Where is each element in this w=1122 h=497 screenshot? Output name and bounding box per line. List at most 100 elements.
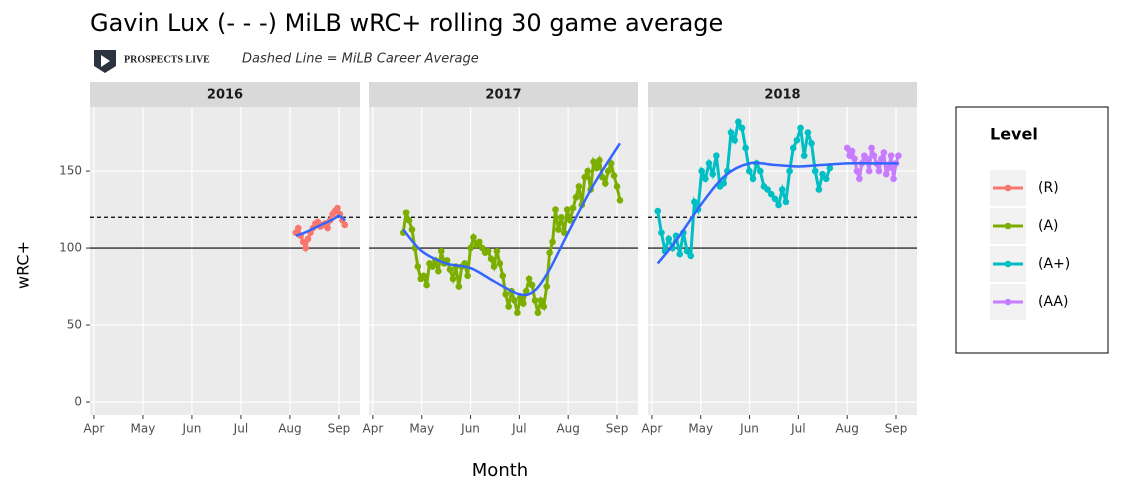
data-point (514, 309, 521, 317)
facet-title: 2017 (485, 88, 521, 103)
data-point (540, 303, 548, 310)
data-point (811, 167, 819, 175)
data-point (705, 160, 713, 167)
data-point (709, 170, 716, 178)
data-point (590, 158, 597, 166)
x-tick-label: Sep (328, 422, 351, 436)
data-point (563, 206, 571, 213)
data-point (658, 229, 665, 236)
data-point (435, 267, 442, 275)
data-point (487, 255, 495, 263)
x-tick-label: Aug (278, 422, 301, 436)
x-tick-label: May (688, 422, 713, 436)
panel-background (90, 107, 360, 415)
data-point (502, 290, 509, 298)
data-point (775, 201, 782, 209)
data-point (613, 183, 621, 190)
data-point (887, 152, 895, 159)
data-point (596, 156, 603, 164)
y-tick-label: 0 (74, 395, 82, 409)
data-point (476, 238, 483, 246)
data-point (408, 226, 416, 233)
data-point (299, 238, 307, 246)
data-point (455, 283, 463, 290)
data-point (584, 167, 592, 175)
data-point (429, 263, 436, 270)
x-tick-label: May (409, 422, 434, 436)
data-point (767, 190, 775, 198)
data-point (683, 247, 691, 255)
data-point (771, 195, 779, 203)
logo-text: PROSPECTS LIVE (124, 54, 210, 65)
data-point (302, 244, 309, 252)
x-tick-label: Aug (835, 422, 858, 436)
panel-background (648, 107, 917, 415)
x-tick-label: Jun (182, 422, 202, 436)
data-point (511, 297, 518, 304)
x-tick-label: Jul (511, 422, 526, 436)
data-point (764, 186, 771, 193)
strip-background (90, 82, 360, 107)
x-tick-label: May (131, 422, 156, 436)
data-point (505, 303, 512, 310)
data-point (528, 281, 536, 289)
x-axis-label: Month (472, 460, 528, 481)
data-point (687, 252, 695, 260)
data-point (731, 136, 738, 144)
x-tick-label: Jun (739, 422, 759, 436)
data-point (797, 124, 804, 132)
data-point (870, 152, 878, 159)
legend-dot (1004, 222, 1012, 230)
data-point (402, 209, 410, 216)
facet-title: 2018 (764, 88, 800, 103)
data-point (334, 204, 341, 212)
data-point (756, 167, 764, 175)
x-tick-label: Sep (606, 422, 629, 436)
legend-label: (AA) (1038, 294, 1068, 310)
data-point (552, 206, 559, 213)
data-point (890, 175, 897, 183)
legend-box (955, 106, 1109, 354)
data-point (822, 175, 830, 183)
data-point (808, 140, 815, 147)
data-point (534, 309, 542, 317)
data-point (549, 238, 556, 246)
data-point (878, 155, 885, 163)
trend-line (295, 214, 346, 237)
data-point (493, 247, 501, 255)
data-point (294, 224, 302, 232)
data-point (420, 272, 427, 280)
data-point (856, 175, 863, 183)
data-point (853, 167, 861, 175)
data-point (610, 172, 618, 179)
trend-line (656, 161, 899, 265)
y-tick-label: 100 (59, 241, 82, 255)
x-tick-label: Aug (556, 422, 579, 436)
chart-title: Gavin Lux (- - -) MiLB wRC+ rolling 30 g… (90, 9, 723, 37)
data-point (848, 147, 856, 155)
data-point (851, 155, 858, 163)
data-point (572, 193, 580, 201)
data-point (490, 263, 498, 270)
data-point (738, 124, 746, 132)
data-point (868, 144, 875, 152)
data-point (423, 281, 430, 289)
legend-title: Level (990, 125, 1038, 144)
legend-label: (R) (1038, 180, 1059, 196)
data-point (464, 272, 471, 280)
data-point (863, 155, 871, 163)
y-tick-label: 50 (67, 318, 82, 332)
data-point (880, 149, 888, 156)
data-point (599, 173, 606, 181)
data-point (446, 266, 454, 273)
y-tick-label: 150 (59, 164, 82, 178)
data-point (414, 263, 422, 270)
data-point (449, 275, 457, 283)
data-point (786, 167, 793, 175)
data-point (698, 167, 706, 175)
subtitle: Dashed Line = MiLB Career Average (242, 52, 479, 67)
data-point (815, 186, 823, 193)
data-point (727, 129, 735, 136)
legend-dot (1004, 184, 1012, 192)
